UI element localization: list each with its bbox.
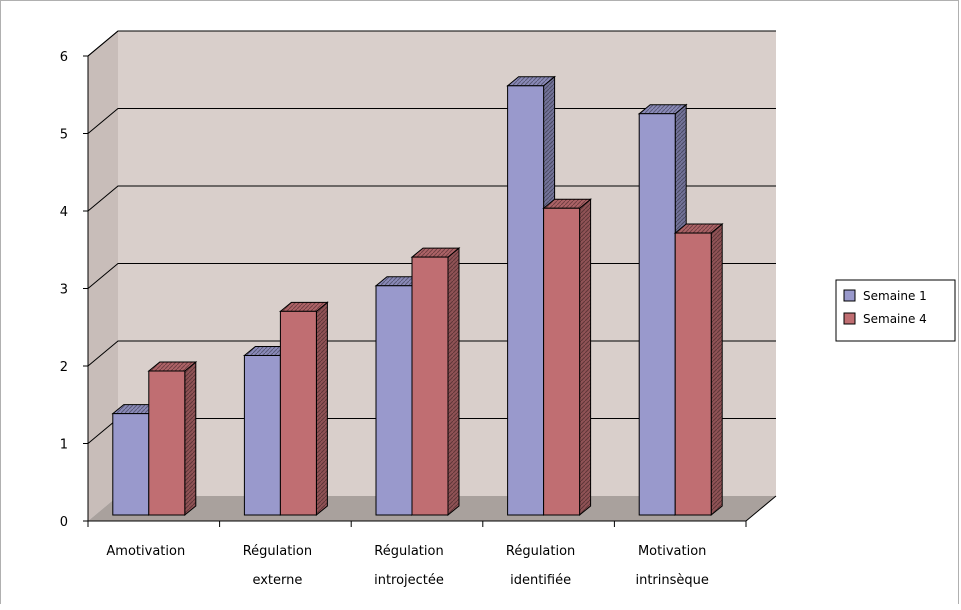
bar-semaine-4 xyxy=(673,222,724,517)
bar-front xyxy=(243,355,281,516)
bar-semaine-4 xyxy=(410,247,461,517)
x-category-label: identifiée xyxy=(510,573,571,588)
bar-front xyxy=(638,113,676,516)
bar-semaine-4 xyxy=(147,360,198,517)
bar-top-texture xyxy=(675,224,723,234)
y-tick-label: 6 xyxy=(60,50,68,65)
legend-swatch xyxy=(843,312,856,325)
x-category-label: Motivation xyxy=(638,544,706,559)
x-category-label: externe xyxy=(252,573,302,588)
bar-top-texture xyxy=(148,362,196,371)
x-axis-depth-edge xyxy=(745,495,777,522)
bar-top-texture xyxy=(639,104,687,114)
x-category-label: intrinsèque xyxy=(635,573,708,588)
bar-front xyxy=(507,85,545,516)
legend-label: Semaine 4 xyxy=(863,312,927,326)
bar-side-texture xyxy=(579,199,591,515)
gridline xyxy=(87,108,776,134)
bar-top-texture xyxy=(376,276,423,286)
bar-semaine-4 xyxy=(278,301,329,517)
bar-top-texture xyxy=(507,76,555,86)
y-tick-label: 2 xyxy=(60,360,68,375)
axes xyxy=(83,30,777,527)
bar-front xyxy=(279,310,317,516)
y-axis-tick-labels: 0 1 2 3 4 5 6 xyxy=(60,50,68,530)
bar-side-texture xyxy=(184,362,196,515)
bar-semaine-1 xyxy=(637,103,688,517)
y-tick-label: 1 xyxy=(60,438,68,453)
y-tick-label: 4 xyxy=(60,205,68,220)
x-category-label: Régulation xyxy=(243,544,312,559)
x-category-label: Régulation xyxy=(506,544,575,559)
legend-box xyxy=(835,279,956,342)
bar-side-texture xyxy=(316,302,328,515)
bar-top-texture xyxy=(112,404,160,414)
bar-front xyxy=(375,285,413,516)
legend-swatch xyxy=(843,289,856,302)
bar-side-texture xyxy=(448,248,459,515)
bar-top-texture xyxy=(280,302,328,312)
y-tick-label: 5 xyxy=(60,128,68,143)
bar-front xyxy=(148,370,186,516)
bar-front xyxy=(112,413,150,516)
y-tick-label: 0 xyxy=(60,515,68,530)
y-axis-top-edge xyxy=(87,30,119,57)
bar-front xyxy=(674,232,712,516)
bar-front xyxy=(411,256,449,516)
bar-top-texture xyxy=(412,248,459,258)
x-category-label: Amotivation xyxy=(106,544,185,559)
legend: Semaine 1 Semaine 4 xyxy=(835,279,956,342)
bar-top-texture xyxy=(244,346,292,356)
legend-label: Semaine 1 xyxy=(863,289,927,303)
bar-semaine-4 xyxy=(542,198,593,517)
bar-top-texture xyxy=(543,199,591,209)
bar-side-texture xyxy=(711,224,723,516)
x-category-label: Régulation xyxy=(374,544,443,559)
y-tick-label: 3 xyxy=(60,283,68,298)
bar-front xyxy=(543,207,581,516)
bars xyxy=(111,75,724,517)
gridline xyxy=(87,185,776,212)
x-category-label: introjectée xyxy=(374,573,444,588)
x-axis-category-labels: Amotivation Régulation externe Régulation in… xyxy=(106,544,708,588)
